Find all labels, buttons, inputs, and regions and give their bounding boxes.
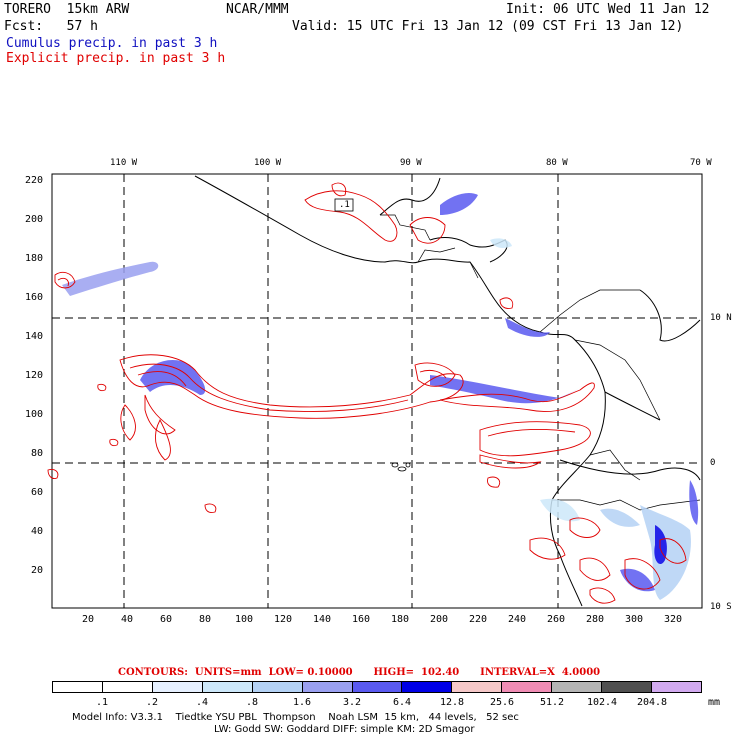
x-tick: 240 xyxy=(508,614,527,625)
x-tick: 40 xyxy=(121,614,134,625)
colorbar-label: 3.2 xyxy=(342,697,362,708)
x-tick: 100 xyxy=(235,614,254,625)
colorbar-cell xyxy=(102,682,153,692)
model-name: TORERO 15km ARW xyxy=(4,2,130,17)
lat-label-0: 0 xyxy=(710,458,716,468)
organization: NCAR/MMM xyxy=(226,2,289,17)
x-tick: 300 xyxy=(625,614,644,625)
lon-label-90w: 90 W xyxy=(400,158,422,168)
forecast-hour: Fcst: 57 h xyxy=(4,19,98,34)
colorbar-cell xyxy=(502,682,553,692)
colorbar-label: 102.4 xyxy=(586,697,618,708)
explicit-precip xyxy=(47,182,687,604)
lat-lon-grid xyxy=(52,174,702,608)
y-tick: 120 xyxy=(25,370,44,381)
cumulus-legend: Cumulus precip. in past 3 h xyxy=(6,36,218,51)
y-tick: 100 xyxy=(25,409,44,420)
colorbar-cell xyxy=(252,682,303,692)
map-frame xyxy=(51,173,703,609)
x-tick: 80 xyxy=(199,614,212,625)
colorbar-label: 25.6 xyxy=(489,697,515,708)
y-tick: 220 xyxy=(25,175,44,186)
colorbar-label: 51.2 xyxy=(539,697,565,708)
x-tick: 60 xyxy=(160,614,173,625)
contour-info: CONTOURS: UNITS=mm LOW= 0.10000 HIGH= 10… xyxy=(118,667,601,678)
colorbar-label: 12.8 xyxy=(439,697,465,708)
x-tick: 220 xyxy=(469,614,488,625)
model-info-line1: Model Info: V3.3.1 Tiedtke YSU PBL Thomp… xyxy=(72,712,519,723)
colorbar-cell xyxy=(602,682,653,692)
init-time: Init: 06 UTC Wed 11 Jan 12 xyxy=(506,2,710,17)
y-tick: 20 xyxy=(31,565,44,576)
x-tick: 280 xyxy=(586,614,605,625)
colorbar-label: .8 xyxy=(245,697,259,708)
valid-time: Valid: 15 UTC Fri 13 Jan 12 (09 CST Fri … xyxy=(292,19,684,34)
model-info-line2: LW: Godd SW: Goddard DIFF: simple KM: 2D… xyxy=(214,724,475,735)
contour-label: .1 xyxy=(339,200,350,210)
colorbar xyxy=(52,681,702,693)
colorbar-cell xyxy=(552,682,603,692)
colorbar-unit: mm xyxy=(708,697,721,708)
x-tick: 320 xyxy=(664,614,683,625)
contour-label-box xyxy=(334,198,354,212)
colorbar-cell xyxy=(652,682,701,692)
y-tick: 80 xyxy=(31,448,44,459)
explicit-legend: Explicit precip. in past 3 h xyxy=(6,51,226,66)
y-tick: 180 xyxy=(25,253,44,264)
y-tick: 60 xyxy=(31,487,44,498)
borders xyxy=(380,214,701,511)
y-tick: 160 xyxy=(25,292,44,303)
colorbar-cell xyxy=(352,682,403,692)
lon-label-80w: 80 W xyxy=(546,158,568,168)
colorbar-label: 204.8 xyxy=(636,697,668,708)
colorbar-cell xyxy=(202,682,253,692)
lat-label-10n: 10 N xyxy=(710,313,732,323)
y-tick: 40 xyxy=(31,526,44,537)
x-tick: 120 xyxy=(274,614,293,625)
colorbar-cell xyxy=(53,682,103,692)
lon-label-110w: 110 W xyxy=(110,158,138,168)
x-tick: 180 xyxy=(391,614,410,625)
cumulus-precip xyxy=(62,193,699,600)
colorbar-label: .4 xyxy=(195,697,209,708)
colorbar-label: 6.4 xyxy=(392,697,412,708)
y-tick: 200 xyxy=(25,214,44,225)
colorbar-label: 1.6 xyxy=(292,697,312,708)
x-tick: 200 xyxy=(430,614,449,625)
colorbar-label: .2 xyxy=(145,697,159,708)
y-tick: 140 xyxy=(25,331,44,342)
lon-label-100w: 100 W xyxy=(254,158,282,168)
colorbar-label: .1 xyxy=(95,697,109,708)
x-tick: 260 xyxy=(547,614,566,625)
lat-label-10s: 10 S xyxy=(710,602,732,612)
lon-label-70w: 70 W xyxy=(690,158,712,168)
x-tick: 160 xyxy=(352,614,371,625)
x-tick: 140 xyxy=(313,614,332,625)
x-tick: 20 xyxy=(82,614,95,625)
colorbar-cell xyxy=(452,682,503,692)
colorbar-cell xyxy=(152,682,203,692)
colorbar-cell xyxy=(302,682,353,692)
colorbar-cell xyxy=(402,682,453,692)
